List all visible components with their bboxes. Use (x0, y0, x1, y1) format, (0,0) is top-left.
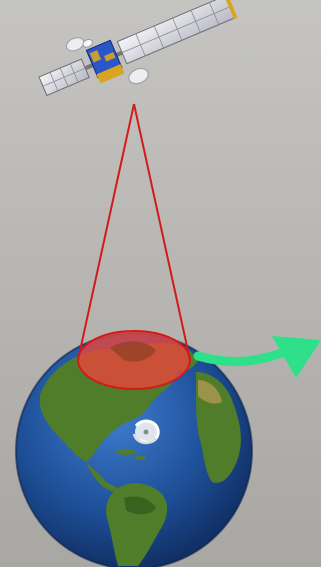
satellite (38, 0, 238, 97)
satellite-body (85, 39, 125, 84)
satellite-field-of-view (77, 103, 191, 361)
antenna-dishes (66, 37, 149, 85)
hurricane (132, 419, 160, 445)
left-solar-panel (38, 58, 94, 97)
orbit-direction-arrow (193, 336, 321, 378)
footprint-land (110, 341, 156, 362)
